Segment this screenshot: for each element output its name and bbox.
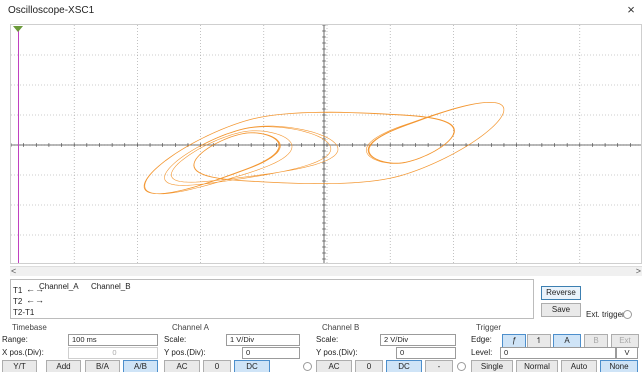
close-icon[interactable]: × xyxy=(627,2,635,17)
channel-a-title: Channel A xyxy=(172,323,209,332)
trigger-auto-button[interactable]: Auto xyxy=(561,360,597,372)
reverse-button[interactable]: Reverse xyxy=(541,286,581,300)
channel-b-scale-label: Scale: xyxy=(316,335,339,344)
channel-a-ypos-field[interactable]: 0 xyxy=(242,347,300,359)
timebase-title: Timebase xyxy=(12,323,47,332)
channel-a-scale-label: Scale: xyxy=(164,335,187,344)
t1-arrows-icon[interactable]: ←→ xyxy=(26,284,44,294)
timebase-xpos-label: X pos.(Div): xyxy=(2,348,44,357)
channel-a-zero-button[interactable]: 0 xyxy=(203,360,231,372)
row-label-t1: T1 xyxy=(13,286,23,295)
channel-b-minus-button[interactable]: - xyxy=(425,360,453,372)
trigger-source-b-button[interactable]: B xyxy=(584,334,608,348)
channel-b-title: Channel B xyxy=(322,323,360,332)
channel-a-dc-button[interactable]: DC xyxy=(234,360,270,372)
ext-trigger-label: Ext. trigger xyxy=(586,310,625,319)
column-header-channel-a: Channel_A xyxy=(39,282,79,291)
trigger-source-a-button[interactable]: A xyxy=(553,334,581,348)
channel-b-ac-button[interactable]: AC xyxy=(316,360,352,372)
channel-b-radio[interactable] xyxy=(457,362,466,371)
trigger-falling-edge-icon[interactable]: ↿ xyxy=(527,334,551,348)
channel-b-scale-field[interactable]: 2 V/Div xyxy=(380,334,456,346)
channel-a-ac-button[interactable]: AC xyxy=(164,360,200,372)
channel-b-zero-button[interactable]: 0 xyxy=(355,360,383,372)
row-label-t2: T2 xyxy=(13,297,23,306)
timebase-xpos-field[interactable]: 0 xyxy=(68,347,158,359)
scroll-left-icon[interactable]: < xyxy=(11,266,17,276)
scroll-right-icon[interactable]: > xyxy=(635,266,641,276)
mode-yt-button[interactable]: Y/T xyxy=(2,360,37,372)
channel-a-radio[interactable] xyxy=(303,362,312,371)
timebase-range-label: Range: xyxy=(2,335,28,344)
trigger-source-ext-button[interactable]: Ext xyxy=(611,334,639,348)
trigger-none-button[interactable]: None xyxy=(600,360,638,372)
t2-arrows-icon[interactable]: ←→ xyxy=(26,295,44,305)
trigger-edge-label: Edge: xyxy=(471,335,492,344)
channel-b-ypos-field[interactable]: 0 xyxy=(396,347,456,359)
trigger-level-field[interactable]: 0 xyxy=(500,347,616,359)
window-title: Oscilloscope-XSC1 xyxy=(8,5,95,16)
column-header-channel-b: Channel_B xyxy=(91,282,131,291)
cursor-1-line[interactable] xyxy=(18,26,19,263)
trigger-rising-edge-icon[interactable]: ƒ xyxy=(502,334,526,348)
trigger-level-label: Level: xyxy=(471,348,493,357)
channel-a-scale-field[interactable]: 1 V/Div xyxy=(226,334,300,346)
trace-channel-ab xyxy=(143,101,505,195)
cursor-readout-table: T1 ←→ T2 ←→ T2-T1 Channel_A Channel_B xyxy=(10,279,534,319)
row-label-t2-t1: T2-T1 xyxy=(13,308,35,317)
channel-b-ypos-label: Y pos.(Div): xyxy=(316,348,358,357)
horizontal-scrollbar[interactable]: < > xyxy=(10,266,642,276)
trigger-marker-icon[interactable] xyxy=(13,26,23,32)
scope-screen xyxy=(10,24,642,264)
ext-trigger-radio[interactable] xyxy=(623,310,632,319)
trigger-normal-button[interactable]: Normal xyxy=(516,360,558,372)
mode-ba-button[interactable]: B/A xyxy=(85,360,120,372)
trigger-title: Trigger xyxy=(476,323,502,332)
scope-display xyxy=(11,25,641,263)
title-bar: Oscilloscope-XSC1 × xyxy=(0,0,642,22)
trigger-single-button[interactable]: Single xyxy=(471,360,513,372)
trigger-level-unit: V xyxy=(616,347,638,359)
mode-ab-button[interactable]: A/B xyxy=(123,360,158,372)
mode-add-button[interactable]: Add xyxy=(46,360,81,372)
channel-b-dc-button[interactable]: DC xyxy=(386,360,422,372)
timebase-range-field[interactable]: 100 ms xyxy=(68,334,158,346)
channel-a-ypos-label: Y pos.(Div): xyxy=(164,348,206,357)
save-button[interactable]: Save xyxy=(541,303,581,317)
